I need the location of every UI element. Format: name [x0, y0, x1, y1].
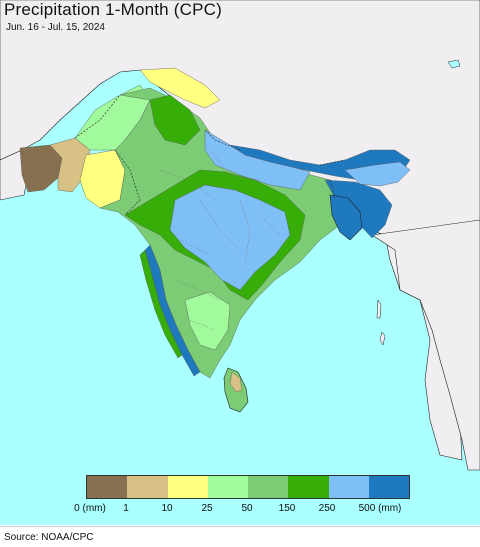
region-northeast-lightblue [344, 161, 411, 187]
legend-label-3: 25 [201, 503, 213, 514]
source-credit: Source: NOAA/CPC [4, 532, 94, 543]
legend-swatch-5 [288, 476, 329, 498]
legend-swatch-1 [127, 476, 168, 498]
legend-swatch-4 [248, 476, 289, 498]
land-outside-east [371, 219, 480, 471]
legend-label-7: 500 (mm) [358, 503, 402, 514]
legend-label-5: 150 [278, 503, 296, 514]
region-central-lightblue [169, 184, 291, 291]
country-borders [74, 94, 346, 216]
legend-swatch-7 [368, 476, 409, 498]
legend-label-4: 50 [241, 503, 253, 514]
legend-label-1: 1 [123, 503, 129, 514]
state-borders [159, 149, 281, 331]
map-title: Precipitation 1-Month (CPC) [4, 0, 222, 19]
legend-label-6: 250 [318, 503, 336, 514]
region-kashmir-yellow [139, 67, 221, 109]
region-bangladesh [329, 194, 363, 241]
legend-swatch-3 [207, 476, 248, 498]
region-coast-darkgreen [139, 249, 183, 359]
lake-tibet [447, 59, 461, 69]
legend-labels: 0 (mm) 1 10 25 50 150 250 500 (mm) [0, 503, 480, 517]
region-deccan-lightgreen [184, 291, 231, 351]
legend-swatch-6 [328, 476, 369, 498]
island-andaman [376, 299, 386, 346]
color-legend [86, 475, 410, 499]
legend-label-0: 0 (mm) [74, 503, 106, 514]
legend-label-2: 10 [161, 503, 173, 514]
legend-swatch-2 [167, 476, 208, 498]
map-canvas [0, 0, 480, 525]
legend-swatch-0 [87, 476, 128, 498]
region-sri-lanka-dry [229, 371, 243, 393]
map-subtitle: Jun. 16 - Jul. 15, 2024 [6, 22, 105, 33]
region-punjab-darkgreen [149, 94, 201, 146]
footer-bar: Source: NOAA/CPC [0, 526, 480, 547]
